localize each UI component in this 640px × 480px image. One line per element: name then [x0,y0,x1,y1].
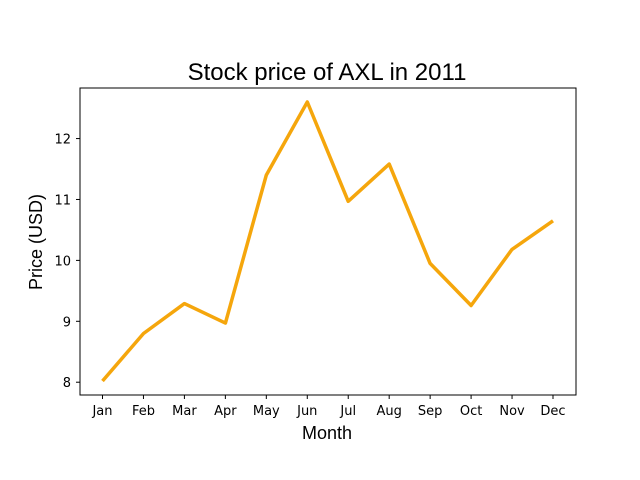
x-tick-label: Apr [214,404,237,419]
chart-title: Stock price of AXL in 2011 [188,59,467,86]
y-axis-label: Price (USD) [26,194,46,290]
x-tick-label: Sep [418,404,443,419]
x-tick-label: May [253,404,280,419]
series-line [101,100,555,383]
x-tick-label: Oct [460,404,482,419]
x-tick-label: Mar [172,404,197,419]
plot-frame [79,87,577,396]
x-tick-label: Nov [499,404,525,419]
x-tick-label: Jun [296,404,317,419]
x-tick-label: Aug [376,404,401,419]
x-tick-label: Dec [540,404,565,419]
y-tick-label: 11 [54,193,71,208]
y-tick-label: 8 [63,376,71,391]
plot-area: Jan Feb Mar Apr May Jun Jul Aug Sep Oct Nov Dec 8 9 10… [54,100,566,419]
x-tick-label: Jan [91,404,112,419]
y-tick-label: 12 [54,133,71,148]
x-axis-label: Month [302,423,352,443]
y-tick-label: 10 [54,254,71,269]
x-tick-label: Jul [339,404,356,419]
y-tick-label: 9 [63,315,71,330]
x-tick-label: Feb [132,404,155,419]
